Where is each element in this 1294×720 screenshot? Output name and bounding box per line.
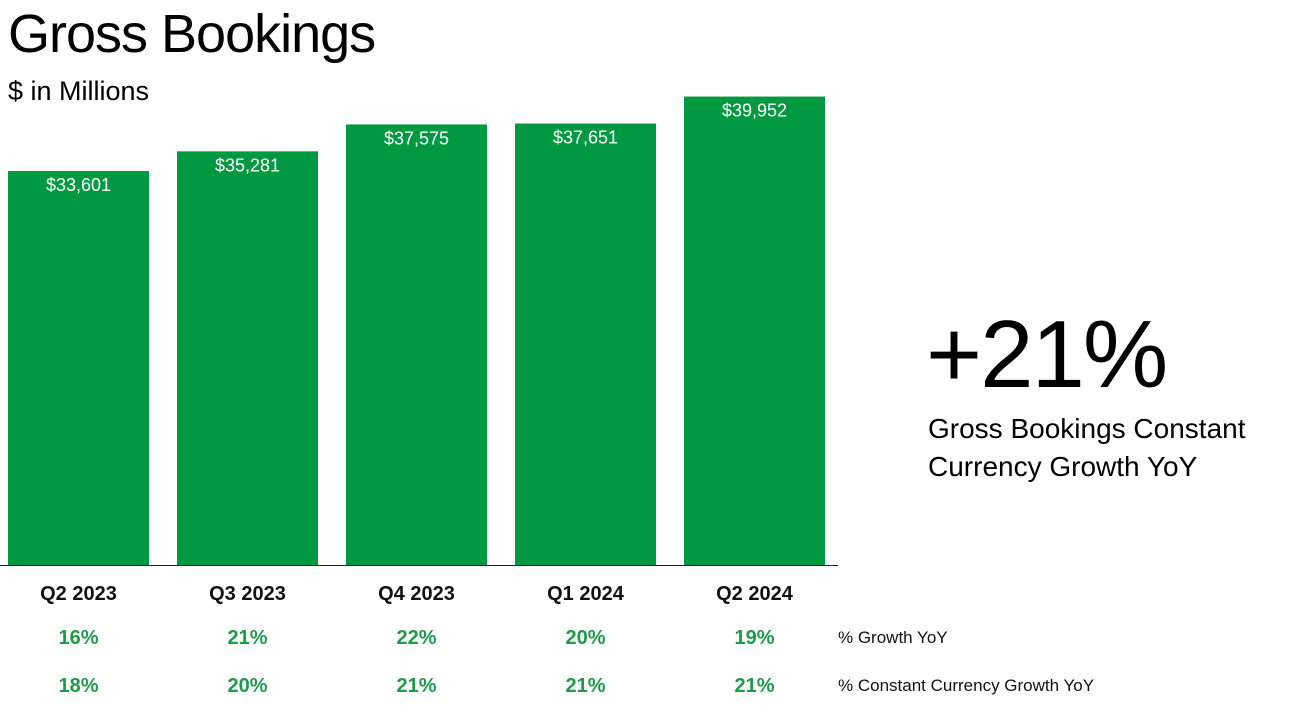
growth-value: 16% xyxy=(58,627,98,649)
bar-value-label: $39,952 xyxy=(722,101,787,121)
bar-q4-2023 xyxy=(346,124,487,565)
growth-value: 19% xyxy=(734,627,774,649)
row-label: % Growth YoY xyxy=(838,628,948,647)
growth-value: 21% xyxy=(565,675,605,697)
x-tick-label: Q2 2024 xyxy=(716,583,794,605)
row-label: % Constant Currency Growth YoY xyxy=(838,676,1094,695)
bar-value-label: $37,651 xyxy=(553,128,618,148)
bar-q3-2023 xyxy=(177,151,318,566)
x-tick-label: Q3 2023 xyxy=(209,583,286,605)
bar-q1-2024 xyxy=(515,123,656,565)
growth-value: 20% xyxy=(565,627,605,649)
chart-title: Gross Bookings xyxy=(8,4,376,64)
growth-value: 21% xyxy=(734,675,774,697)
growth-value: 21% xyxy=(227,627,267,649)
callout-label: Gross Bookings Constant Currency Growth … xyxy=(928,413,1246,482)
growth-value: 18% xyxy=(58,675,98,697)
growth-value: 20% xyxy=(227,675,267,697)
bar-value-label: $35,281 xyxy=(215,155,280,175)
growth-value: 21% xyxy=(396,675,436,697)
growth-value: 22% xyxy=(396,627,436,649)
chart-subtitle: $ in Millions xyxy=(8,76,150,106)
bar-value-label: $33,601 xyxy=(46,175,111,195)
bar-q2-2024 xyxy=(684,96,825,565)
x-tick-label: Q1 2024 xyxy=(547,583,625,605)
bar-q2-2023 xyxy=(8,171,149,566)
bar-value-label: $37,575 xyxy=(384,128,449,148)
callout-value: +21% xyxy=(926,301,1168,408)
x-tick-label: Q4 2023 xyxy=(378,583,455,605)
x-tick-label: Q2 2023 xyxy=(40,583,117,605)
